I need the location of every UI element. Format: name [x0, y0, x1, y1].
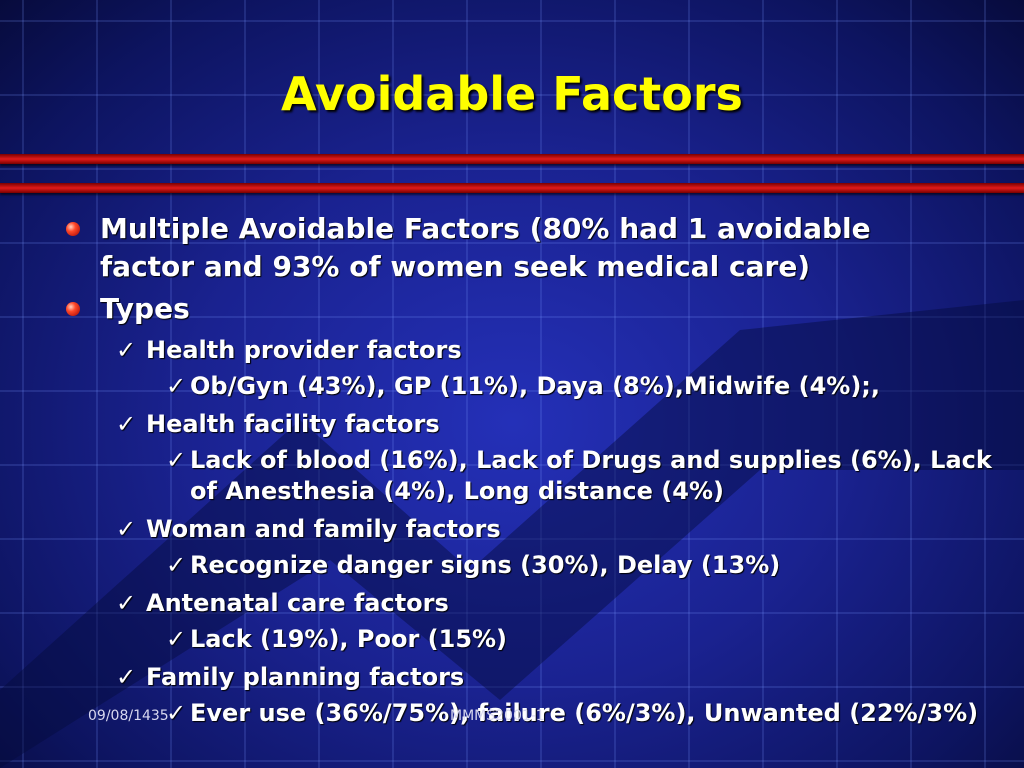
type-label: Health facility factors	[146, 410, 440, 438]
type-item: ✓ Antenatal care factors	[116, 587, 1024, 619]
type-item: ✓ Health provider factors	[116, 334, 1024, 366]
type-item: ✓ Family planning factors	[116, 661, 1024, 693]
bullet-text: Types	[100, 292, 190, 325]
bullet-text: Multiple Avoidable Factors (80% had 1 av…	[100, 212, 871, 283]
red-sphere-bullet-icon	[66, 222, 80, 236]
type-detail: ✓ Lack (19%), Poor (15%)	[166, 624, 994, 655]
check-mark-icon: ✓	[166, 446, 187, 474]
title-rule-top	[0, 154, 1024, 164]
type-item: ✓ Health facility factors	[116, 408, 1024, 440]
check-mark-icon: ✓	[116, 663, 137, 691]
type-item: ✓ Woman and family factors	[116, 513, 1024, 545]
check-mark-icon: ✓	[116, 336, 137, 364]
type-detail: ✓ Lack of blood (16%), Lack of Drugs and…	[166, 445, 994, 507]
type-detail-text: Ob/Gyn (43%), GP (11%), Daya (8%),Midwif…	[190, 372, 881, 400]
footer-date: 09/08/1435	[88, 708, 169, 724]
type-detail-text: Lack of blood (16%), Lack of Drugs and s…	[190, 446, 992, 505]
check-mark-icon: ✓	[116, 410, 137, 438]
type-detail: ✓ Recognize danger signs (30%), Delay (1…	[166, 550, 994, 581]
type-detail-text: Lack (19%), Poor (15%)	[190, 625, 508, 653]
type-label: Antenatal care factors	[146, 589, 449, 617]
check-mark-icon: ✓	[166, 625, 187, 653]
slide-body: Multiple Avoidable Factors (80% had 1 av…	[0, 210, 1024, 729]
check-mark-icon: ✓	[116, 515, 137, 543]
check-mark-icon: ✓	[166, 372, 187, 400]
slide-title: Avoidable Factors	[281, 67, 743, 121]
bullet-item: Types	[66, 290, 954, 328]
check-mark-icon: ✓	[166, 699, 187, 727]
type-detail-text: Recognize danger signs (30%), Delay (13%…	[190, 551, 781, 579]
type-detail-text: Ever use (36%/75%), failure (6%/3%), Unw…	[190, 699, 979, 727]
check-mark-icon: ✓	[116, 589, 137, 617]
bullet-item: Multiple Avoidable Factors (80% had 1 av…	[66, 210, 954, 286]
type-detail: ✓ Ever use (36%/75%), failure (6%/3%), U…	[166, 698, 994, 729]
title-rule-bottom	[0, 183, 1024, 193]
type-label: Family planning factors	[146, 663, 465, 691]
footer-course-code: MMMS2001-1	[450, 708, 545, 724]
red-sphere-bullet-icon	[66, 302, 80, 316]
check-mark-icon: ✓	[166, 551, 187, 579]
type-label: Woman and family factors	[146, 515, 501, 543]
type-label: Health provider factors	[146, 336, 462, 364]
type-detail: ✓ Ob/Gyn (43%), GP (11%), Daya (8%),Midw…	[166, 371, 994, 402]
